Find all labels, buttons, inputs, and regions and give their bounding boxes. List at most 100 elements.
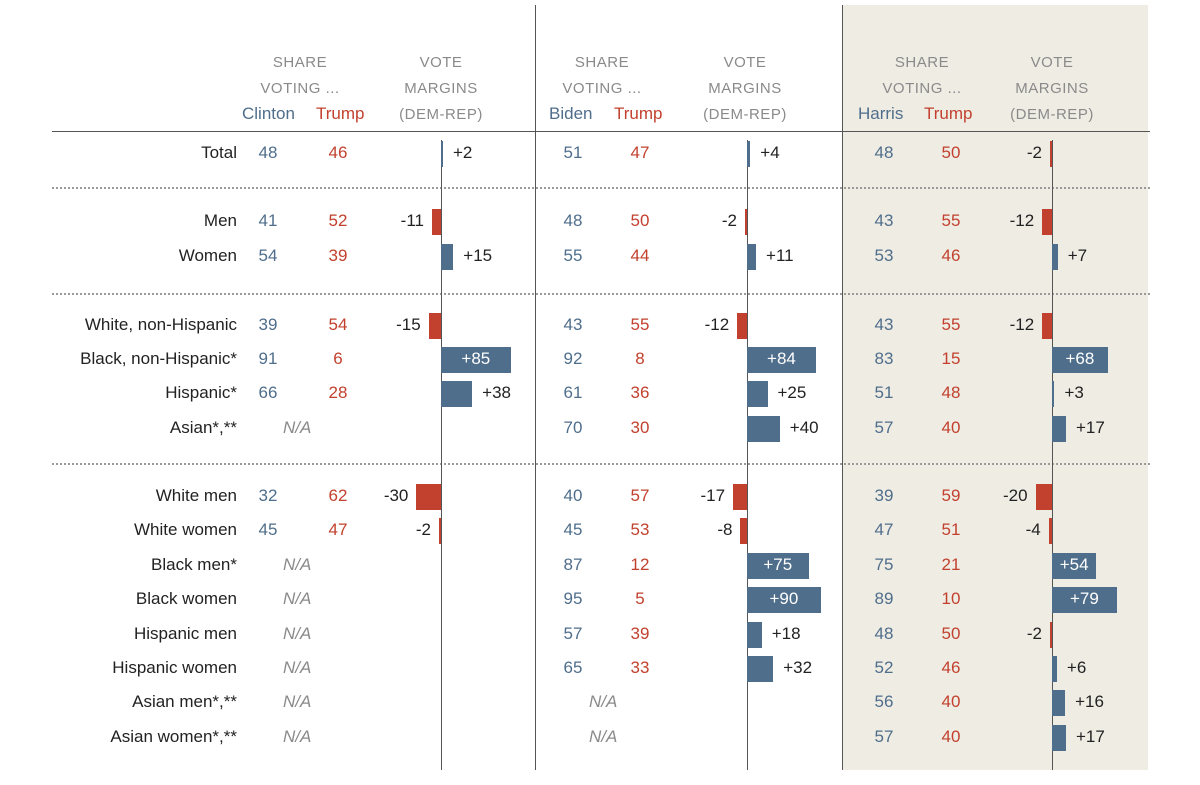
- dem-share-value: 56: [874, 692, 894, 711]
- dem-share-value: 43: [563, 315, 583, 334]
- dem-share-value: 51: [874, 383, 894, 402]
- group-separator: [52, 187, 1150, 189]
- rep-share-value: 28: [328, 383, 348, 402]
- margin-bar-dem: [1052, 690, 1066, 716]
- margin-bar-dem: [747, 416, 780, 442]
- dem-candidate-name: Clinton: [242, 104, 295, 123]
- margin-label: +38: [482, 383, 511, 402]
- rep-share-value: 8: [635, 349, 645, 368]
- margin-label: +4: [760, 143, 780, 162]
- dem-share-value: 87: [563, 555, 583, 574]
- margin-bar-dem: [1052, 587, 1117, 613]
- row-label: White women: [134, 520, 237, 539]
- margin-label: +84: [767, 349, 796, 368]
- margin-bar-dem: [747, 553, 809, 579]
- not-available: N/A: [283, 418, 312, 437]
- margin-label: +75: [763, 555, 793, 574]
- rep-share-value: 59: [941, 486, 961, 505]
- margin-header-line: VOTE: [1030, 54, 1074, 71]
- margin-bar-dem: [747, 622, 762, 648]
- share-header-line: VOTING ...: [260, 80, 340, 97]
- dem-share-value: 70: [563, 418, 583, 437]
- dem-share-value: 48: [258, 143, 278, 162]
- margin-header-line: MARGINS: [1015, 80, 1089, 97]
- margin-bar-dem: [747, 141, 751, 167]
- rep-share-value: 44: [630, 246, 650, 265]
- row-label: Total: [201, 143, 237, 162]
- rep-share-value: 55: [941, 315, 961, 334]
- margin-label: +32: [783, 658, 813, 677]
- header-rule: [52, 131, 1150, 132]
- margin-label: -30: [383, 486, 409, 505]
- rep-candidate-name: Trump: [316, 104, 365, 123]
- margin-bar-rep: [439, 518, 441, 544]
- rep-share-value: 47: [328, 520, 348, 539]
- margin-bar-dem: [1052, 656, 1057, 682]
- rep-share-value: 48: [941, 383, 961, 402]
- not-available: N/A: [589, 692, 618, 711]
- margin-label: -15: [396, 315, 421, 334]
- margin-label: +90: [769, 589, 799, 608]
- share-header-line: SHARE: [272, 54, 328, 71]
- rep-share-value: 46: [941, 246, 961, 265]
- rep-share-value: 50: [941, 143, 961, 162]
- margin-bar-rep: [428, 313, 441, 339]
- margin-header-line: (DEM-REP): [399, 106, 483, 123]
- row-label: White men: [155, 486, 237, 505]
- row-label: Asian men*,**: [132, 692, 237, 711]
- margin-bar-rep: [1035, 484, 1052, 510]
- margin-label: -2: [1026, 624, 1042, 643]
- margin-label: +7: [1067, 246, 1088, 265]
- row-label: Black women: [135, 589, 237, 608]
- row-label: Hispanic*: [165, 383, 237, 402]
- margin-label: -11: [400, 211, 424, 230]
- margin-label: +85: [461, 349, 491, 368]
- dem-share-value: 95: [563, 589, 583, 608]
- rep-share-value: 55: [941, 211, 961, 230]
- row-label: Black, non-Hispanic*: [80, 349, 237, 368]
- dem-share-value: 57: [874, 727, 894, 746]
- rep-share-value: 51: [941, 520, 961, 539]
- margin-bar-rep: [416, 484, 441, 510]
- margin-bar-dem: [747, 587, 821, 613]
- margin-bar-rep: [1050, 141, 1052, 167]
- not-available: N/A: [589, 727, 618, 746]
- dem-share-value: 83: [874, 349, 894, 368]
- not-available: N/A: [283, 658, 312, 677]
- dem-share-value: 65: [563, 658, 583, 677]
- margin-bar-rep: [1042, 209, 1052, 235]
- dem-share-value: 54: [258, 246, 278, 265]
- margin-bar-dem: [1052, 381, 1055, 407]
- margin-header-line: VOTE: [419, 54, 463, 71]
- margin-bar-rep: [740, 518, 747, 544]
- rep-share-value: 36: [630, 383, 650, 402]
- dem-share-value: 61: [563, 383, 583, 402]
- highlight-2024-background: [843, 5, 1148, 770]
- rep-share-value: 46: [328, 143, 348, 162]
- row-label: Asian*,**: [169, 418, 237, 437]
- row-label: Hispanic women: [112, 658, 237, 677]
- margin-header-line: MARGINS: [708, 80, 782, 97]
- not-available: N/A: [283, 555, 312, 574]
- not-available: N/A: [283, 692, 312, 711]
- margin-bar-dem: [747, 347, 816, 373]
- rep-share-value: 30: [630, 418, 650, 437]
- dem-share-value: 57: [563, 624, 583, 643]
- group-separator: [52, 463, 1150, 465]
- dem-share-value: 32: [258, 486, 278, 505]
- not-available: N/A: [283, 589, 312, 608]
- dem-share-value: 47: [874, 520, 894, 539]
- margin-bar-rep: [1050, 622, 1052, 648]
- dem-share-value: 55: [563, 246, 583, 265]
- margin-label: +6: [1066, 658, 1087, 677]
- rep-share-value: 39: [630, 624, 650, 643]
- dem-share-value: 40: [563, 486, 583, 505]
- dem-share-value: 89: [874, 589, 894, 608]
- dem-share-value: 91: [258, 349, 278, 368]
- margin-label: +79: [1069, 589, 1099, 608]
- not-available: N/A: [283, 727, 312, 746]
- margin-label: -20: [1003, 486, 1028, 505]
- rep-share-value: 52: [328, 211, 348, 230]
- row-label: White, non-Hispanic: [84, 315, 237, 334]
- row-label: Women: [178, 246, 237, 265]
